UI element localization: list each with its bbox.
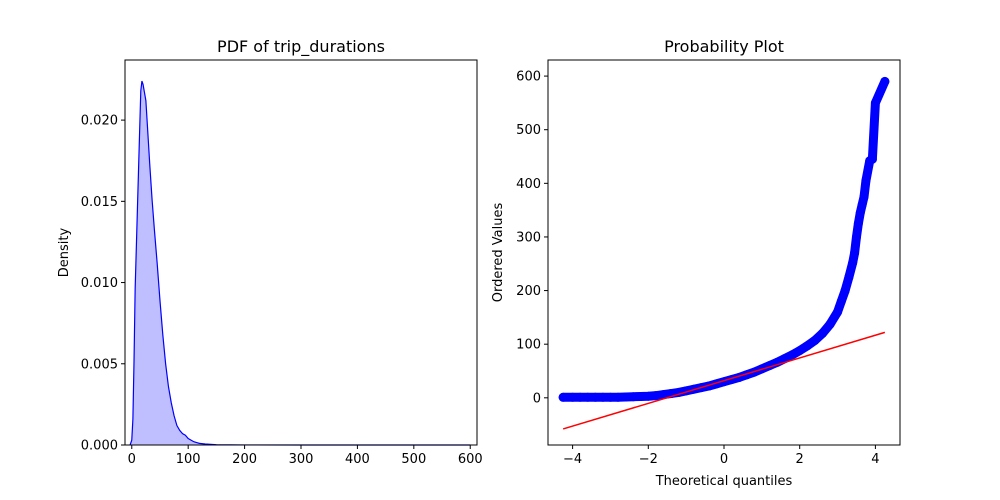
ordered-value-point [861,176,871,186]
pdf-panel: PDF of trip_durations 0 100 200 300 400 500 60… [57,37,483,467]
pdf-y-tick-label: 0.020 [81,114,118,129]
probability-y-tick-label: 500 [516,123,541,138]
ordered-value-point [857,200,867,210]
ordered-value-point [795,346,805,356]
pdf-x-tick-label: 100 [176,452,201,467]
pdf-y-tick-label: 0.015 [81,195,118,210]
probability-plot-area [558,76,890,430]
ordered-value-point [817,328,827,338]
pdf-x-tick-label: 200 [232,452,257,467]
pdf-x-tick-label: 500 [401,452,426,467]
ordered-value-point [658,390,668,400]
pdf-plot-area [129,80,471,446]
pdf-x-tick-label: 600 [458,452,483,467]
ordered-value-point [825,319,835,329]
ordered-value-point [850,248,860,258]
pdf-x-tick-label: 400 [345,452,370,467]
ordered-value-point [859,192,869,202]
ordered-value-point [848,258,858,268]
ordered-value-point [851,232,861,242]
ordered-value-point [855,208,865,218]
ordered-value-point [613,392,623,402]
ordered-value-point [636,391,646,401]
ordered-value-point [558,392,568,402]
pdf-x-tick-label: 300 [289,452,314,467]
probability-y-ticks: 0 100 200 300 400 500 600 [516,70,548,406]
ordered-value-point [836,296,846,306]
ordered-value-point [568,392,578,402]
probability-panel: Probability Plot −4 −2 0 2 4 0 100 200 300 400 50… [491,37,901,489]
ordered-value-point [787,350,797,360]
probability-x-axis-label: Theoretical quantiles [655,474,793,489]
probability-y-tick-label: 200 [516,284,541,299]
probability-y-tick-label: 400 [516,177,541,192]
probability-y-tick-label: 100 [516,338,541,353]
pdf-y-ticks: 0.000 0.005 0.010 0.015 0.020 [81,114,125,454]
probability-title: Probability Plot [664,37,784,56]
pdf-title: PDF of trip_durations [217,37,385,57]
ordered-value-point [590,392,600,402]
ordered-value-point [853,219,863,229]
pdf-y-tick-label: 0.005 [81,357,118,372]
pdf-y-tick-label: 0.010 [81,276,118,291]
ordered-value-point [880,76,890,86]
ordered-value-point [840,286,850,296]
density-line [129,80,471,446]
ordered-value-point [643,391,653,401]
ordered-value-point [598,392,608,402]
pdf-y-axis-label: Density [57,227,72,277]
density-fill [130,81,471,446]
pdf-x-tick-label: 0 [128,452,136,467]
ordered-value-point [802,341,812,351]
ordered-value-point [844,272,854,282]
probability-y-tick-label: 0 [533,391,541,406]
ordered-value-point [867,154,877,164]
probability-y-axis-label: Ordered Values [491,203,506,303]
ordered-value-point [605,392,615,402]
probability-x-tick-label: −4 [563,452,582,467]
probability-x-tick-label: 0 [720,452,728,467]
pdf-x-ticks: 0 100 200 300 400 500 600 [128,445,483,467]
pdf-y-tick-label: 0.000 [81,439,118,454]
ordered-value-point [833,307,843,317]
fit-line [562,331,886,430]
ordered-value-point [651,391,661,401]
probability-y-tick-label: 300 [516,230,541,245]
probability-x-tick-label: −2 [639,452,658,467]
ordered-value-point [780,354,790,364]
ordered-value-point [583,392,593,402]
probability-x-ticks: −4 −2 0 2 4 [563,445,880,467]
probability-x-tick-label: 2 [796,452,804,467]
ordered-value-point [628,392,638,402]
probability-y-tick-label: 600 [516,70,541,85]
ordered-value-point [621,392,631,402]
ordered-value-point [870,98,880,108]
probability-x-tick-label: 4 [871,452,879,467]
ordered-value-point [810,335,820,345]
ordered-value-point [575,392,585,402]
